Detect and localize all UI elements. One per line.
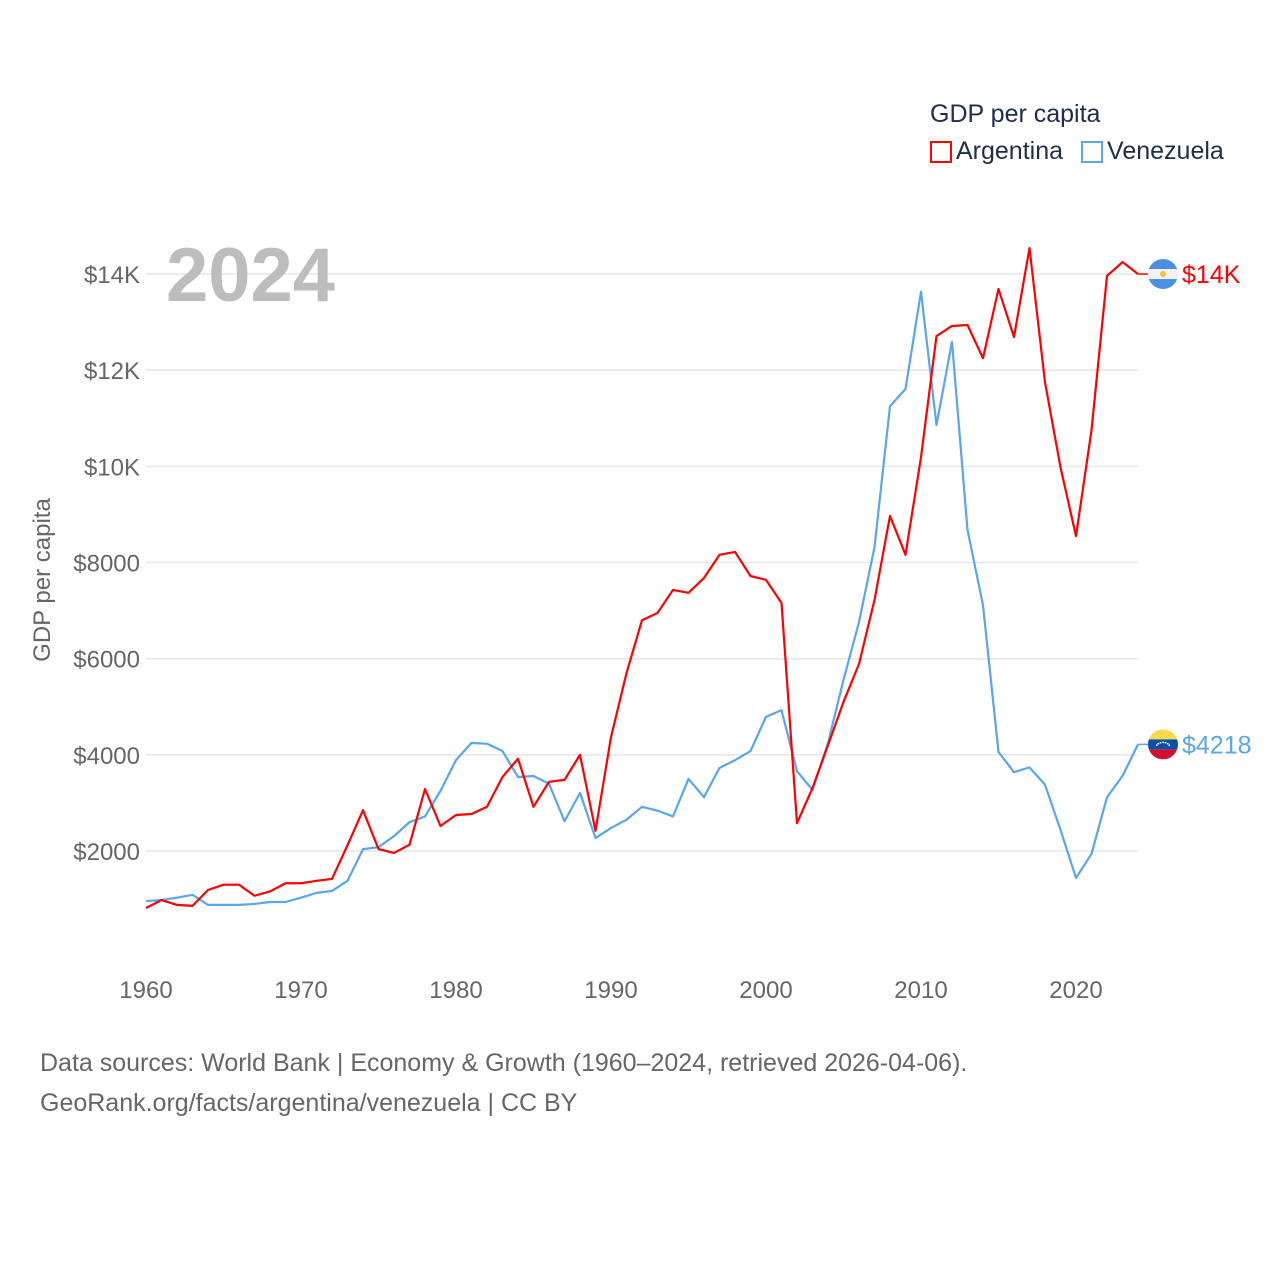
y-tick-label: $12K bbox=[84, 358, 140, 385]
end-value-label: $14K bbox=[1182, 261, 1241, 289]
legend-swatch-venezuela bbox=[1081, 140, 1104, 163]
series-lines bbox=[145, 246, 1139, 909]
legend-label: Venezuela bbox=[1107, 137, 1224, 165]
venezuela-flag-icon bbox=[1148, 729, 1178, 760]
y-tick-label: $6000 bbox=[73, 647, 140, 674]
x-tick-label: 2000 bbox=[739, 977, 792, 1004]
x-tick-label: 1990 bbox=[584, 977, 637, 1004]
y-axis-ticks: $2000 $4000 $6000 $8000 $10K $12K $14K bbox=[73, 262, 140, 866]
legend-item-venezuela[interactable]: Venezuela bbox=[1081, 137, 1224, 166]
y-tick-label: $8000 bbox=[73, 551, 140, 578]
x-tick-label: 2020 bbox=[1049, 977, 1102, 1004]
x-tick-label: 1970 bbox=[274, 977, 327, 1004]
legend-label: Argentina bbox=[956, 137, 1064, 165]
x-tick-label: 1960 bbox=[119, 977, 172, 1004]
legend: GDP per capita Argentina Venezuela bbox=[930, 100, 1224, 166]
legend-title: GDP per capita bbox=[930, 100, 1101, 128]
x-axis-ticks: 1960 1970 1980 1990 2000 2010 2020 bbox=[119, 977, 1102, 1004]
y-tick-label: $10K bbox=[84, 454, 140, 481]
y-axis-label: GDP per capita bbox=[29, 498, 56, 662]
year-label: 2024 bbox=[166, 233, 335, 318]
legend-swatch-argentina bbox=[930, 140, 952, 163]
legend-item-argentina[interactable]: Argentina bbox=[930, 137, 1063, 166]
y-tick-label: $4000 bbox=[73, 743, 140, 770]
gridlines bbox=[146, 273, 1138, 852]
x-tick-label: 1980 bbox=[429, 977, 482, 1004]
y-tick-label: $14K bbox=[84, 262, 140, 289]
y-tick-label: $2000 bbox=[73, 839, 140, 866]
attribution-link[interactable]: GeoRank.org/facts/argentina/venezuela | … bbox=[40, 1089, 578, 1117]
end-value-label: $4218 bbox=[1182, 731, 1252, 759]
end-labels: $4218 $14K bbox=[1138, 259, 1252, 760]
series-line-argentina bbox=[145, 246, 1139, 909]
x-tick-label: 2010 bbox=[894, 977, 947, 1004]
footer: Data sources: World Bank | Economy & Gro… bbox=[40, 1043, 967, 1123]
series-line-venezuela bbox=[145, 290, 1139, 906]
argentina-flag-icon bbox=[1148, 259, 1178, 290]
data-source-text: Data sources: World Bank | Economy & Gro… bbox=[40, 1049, 968, 1077]
